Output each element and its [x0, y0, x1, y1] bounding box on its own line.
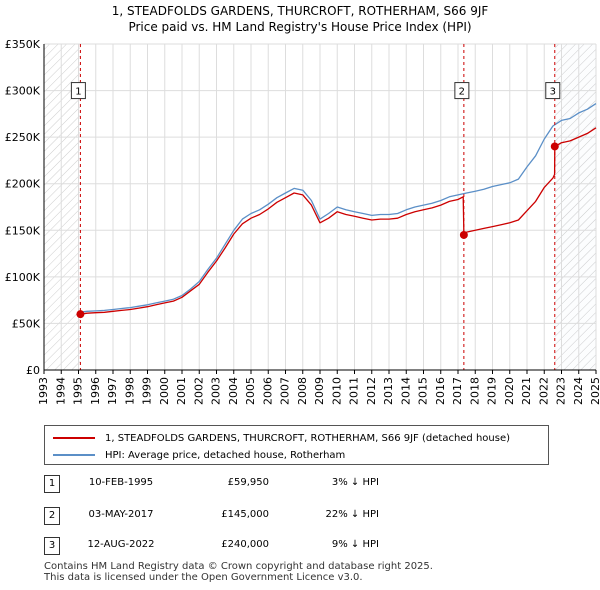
x-tick-label: 1998 [123, 377, 136, 405]
x-tick-label: 2010 [330, 377, 343, 405]
x-tick-label: 2025 [589, 377, 600, 405]
transaction-date: 10-FEB-1995 [88, 477, 154, 488]
hpi-series-line [78, 103, 597, 313]
transaction-hpi-diff: 9% ↓ HPI [331, 539, 379, 550]
hpi-line-swatch [53, 454, 95, 456]
transaction-price: £240,000 [221, 539, 269, 550]
chart-legend: 1, STEADFOLDS GARDENS, THURCROFT, ROTHER… [44, 425, 549, 465]
y-tick-label: £0 [26, 364, 40, 377]
x-tick-label: 2000 [158, 377, 171, 405]
transaction-price: £145,000 [221, 509, 269, 520]
y-tick-label: £300K [5, 85, 41, 98]
transaction-number: 3 [44, 537, 60, 555]
legend-item-hpi: HPI: Average price, detached house, Roth… [53, 446, 345, 464]
x-tick-label: 2023 [555, 377, 568, 405]
x-tick-label: 1999 [141, 377, 154, 405]
x-tick-label: 2018 [468, 377, 481, 405]
x-tick-label: 2016 [434, 377, 447, 405]
property-line-swatch [53, 437, 95, 439]
x-tick-label: 2008 [296, 377, 309, 405]
price-chart: 1 2 3 £0 £50K £100K £150K £200K £250K £300K £350K… [5, 38, 600, 405]
legend-hpi-label: HPI: Average price, detached house, Roth… [105, 449, 346, 461]
x-tick-label: 2024 [572, 377, 585, 405]
x-tick-label: 1997 [106, 377, 119, 405]
x-tick-label: 2021 [520, 377, 533, 405]
transaction-number: 2 [44, 507, 60, 525]
transaction-price: £59,950 [227, 477, 269, 488]
y-tick-label: £200K [5, 178, 41, 191]
property-series-line [80, 127, 597, 315]
x-tick-label: 2013 [382, 377, 395, 405]
transaction-point [550, 142, 559, 151]
transaction-label: 3 [550, 87, 556, 98]
x-tick-label: 2022 [537, 377, 550, 405]
transaction-hpi-diff: 22% ↓ HPI [325, 509, 379, 520]
x-tick-label: 2009 [313, 377, 326, 405]
x-tick-label: 2002 [192, 377, 205, 405]
x-tick-label: 1996 [89, 377, 102, 405]
y-tick-label: £350K [5, 38, 41, 51]
chart-title: 1, STEADFOLDS GARDENS, THURCROFT, ROTHER… [111, 4, 489, 18]
transaction-date: 12-AUG-2022 [87, 539, 155, 550]
y-tick-label: £150K [5, 224, 41, 237]
transaction-label: 1 [75, 87, 81, 98]
legend-item-property: 1, STEADFOLDS GARDENS, THURCROFT, ROTHER… [53, 429, 510, 447]
x-tick-label: 2015 [417, 377, 430, 405]
x-tick-label: 1995 [72, 377, 85, 405]
x-tick-label: 1994 [54, 377, 67, 405]
transaction-point [459, 230, 468, 239]
x-tick-label: 2003 [210, 377, 223, 405]
x-tick-label: 2012 [365, 377, 378, 405]
chart-subtitle: Price paid vs. HM Land Registry's House … [128, 20, 472, 34]
x-tick-label: 2005 [244, 377, 257, 405]
x-tick-label: 2011 [348, 377, 361, 405]
transaction-label: 2 [459, 87, 465, 98]
x-tick-label: 2020 [503, 377, 516, 405]
x-tick-label: 2007 [279, 377, 292, 405]
transaction-label-box [454, 82, 470, 100]
y-tick-label: £50K [12, 317, 41, 330]
x-tick-label: 1993 [37, 377, 50, 405]
x-tick-label: 2004 [227, 377, 240, 405]
footer-copyright: Contains HM Land Registry data © Crown c… [44, 561, 433, 572]
x-tick-label: 2006 [261, 377, 274, 405]
x-tick-label: 2019 [486, 377, 499, 405]
legend-property-label: 1, STEADFOLDS GARDENS, THURCROFT, ROTHER… [105, 432, 511, 444]
transaction-label-box [70, 82, 86, 100]
x-tick-label: 2001 [175, 377, 188, 405]
transaction-hpi-diff: 3% ↓ HPI [331, 477, 379, 488]
transaction-point [76, 310, 85, 319]
transaction-label-box [545, 82, 561, 100]
x-tick-label: 2017 [451, 377, 464, 405]
x-tick-label: 2014 [399, 377, 412, 405]
hatched-region [554, 44, 596, 370]
footer-licence: This data is licensed under the Open Gov… [44, 572, 363, 583]
y-tick-label: £100K [5, 271, 41, 284]
transaction-date: 03-MAY-2017 [88, 509, 154, 520]
y-tick-label: £250K [5, 131, 41, 144]
transaction-number: 1 [44, 475, 60, 493]
